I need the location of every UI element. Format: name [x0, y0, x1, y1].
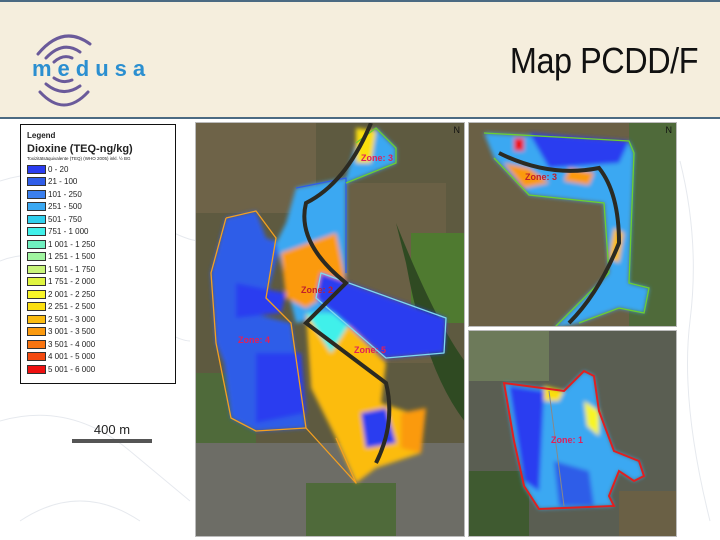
- legend-item: 1 001 - 1 250: [27, 238, 169, 251]
- slide-header: medusa Map PCDD/F: [0, 0, 720, 119]
- map-legend: Legend Dioxine (TEQ-ng/kg) Toxizitätsäqu…: [20, 124, 176, 384]
- zone-label: Zone: 4: [238, 335, 271, 345]
- legend-swatch: [27, 227, 46, 237]
- legend-item: 4 001 - 5 000: [27, 351, 169, 364]
- legend-item-label: 2 501 - 3 000: [48, 314, 96, 324]
- legend-item: 1 501 - 1 750: [27, 263, 169, 276]
- zone-label: Zone: 3: [361, 153, 394, 163]
- legend-swatch: [27, 239, 46, 249]
- legend-item-label: 4 001 - 5 000: [48, 352, 96, 362]
- legend-item-label: 1 251 - 1 500: [48, 252, 96, 262]
- map-main: N Zone: 3 Zone: 2 Zone: 4 Zone: 5: [195, 122, 465, 537]
- legend-item-label: 1 751 - 2 000: [48, 277, 96, 287]
- legend-swatch: [27, 302, 46, 312]
- zone-label: Zone: 3: [525, 172, 558, 182]
- legend-swatch: [27, 177, 46, 187]
- zone-label: Zone: 2: [301, 285, 334, 295]
- legend-swatch: [27, 289, 46, 299]
- legend-swatch: [27, 339, 46, 349]
- legend-swatch: [27, 352, 46, 362]
- zone-label: Zone: 5: [354, 345, 387, 355]
- legend-swatch: [27, 189, 46, 199]
- north-arrow-icon: N: [665, 125, 673, 135]
- legend-item: 21 - 100: [27, 176, 169, 189]
- legend-swatch: [27, 214, 46, 224]
- legend-item: 3 001 - 3 500: [27, 326, 169, 339]
- legend-item-label: 2 251 - 2 500: [48, 302, 96, 312]
- legend-swatch: [27, 252, 46, 262]
- legend-swatch: [27, 202, 46, 212]
- svg-text:medusa: medusa: [32, 56, 151, 81]
- legend-title: Dioxine (TEQ-ng/kg): [27, 143, 133, 155]
- legend-swatch: [27, 264, 46, 274]
- scale-label: 400 m: [93, 422, 131, 437]
- map-top-right: N Zone: 3: [468, 122, 677, 327]
- legend-item-label: 101 - 250: [48, 189, 82, 199]
- scale-bar-line: [72, 439, 152, 443]
- legend-item: 3 501 - 4 000: [27, 338, 169, 351]
- legend-item-label: 5 001 - 6 000: [48, 364, 96, 374]
- zone-label: Zone: 1: [551, 435, 584, 445]
- legend-item-label: 1 501 - 1 750: [48, 264, 96, 274]
- legend-item: 0 - 20: [27, 163, 169, 176]
- legend-swatch: [27, 364, 46, 374]
- legend-item-label: 1 001 - 1 250: [48, 239, 96, 249]
- legend-item: 251 - 500: [27, 201, 169, 214]
- legend-item: 751 - 1 000: [27, 226, 169, 239]
- scale-bar: 400 m: [72, 422, 152, 443]
- slide-title: Map PCDD/F: [509, 40, 699, 81]
- legend-item: 501 - 750: [27, 213, 169, 226]
- legend-swatch: [27, 327, 46, 337]
- medusa-logo: medusa: [28, 26, 168, 110]
- legend-item-label: 0 - 20: [48, 164, 69, 174]
- legend-item-label: 3 501 - 4 000: [48, 339, 96, 349]
- legend-item: 1 751 - 2 000: [27, 276, 169, 289]
- legend-item: 2 251 - 2 500: [27, 301, 169, 314]
- legend-item: 101 - 250: [27, 188, 169, 201]
- legend-item: 2 001 - 2 250: [27, 288, 169, 301]
- map-bottom-right: Zone: 1: [468, 330, 677, 537]
- legend-heading: Legend: [27, 131, 56, 140]
- legend-swatch: [27, 277, 46, 287]
- legend-item-label: 3 001 - 3 500: [48, 327, 96, 337]
- legend-item-label: 501 - 750: [48, 214, 82, 224]
- legend-item-label: 21 - 100: [48, 177, 78, 187]
- legend-item-label: 251 - 500: [48, 202, 82, 212]
- legend-swatch: [27, 164, 46, 174]
- legend-item: 2 501 - 3 000: [27, 313, 169, 326]
- legend-item: 1 251 - 1 500: [27, 251, 169, 264]
- north-arrow-icon: N: [453, 125, 461, 135]
- legend-swatch: [27, 314, 46, 324]
- legend-item-label: 751 - 1 000: [48, 227, 89, 237]
- legend-item-label: 2 001 - 2 250: [48, 289, 96, 299]
- legend-subtitle: Toxizitätsäquivalente (TEQ) (WHO 2005) i…: [27, 156, 131, 161]
- legend-item: 5 001 - 6 000: [27, 363, 169, 376]
